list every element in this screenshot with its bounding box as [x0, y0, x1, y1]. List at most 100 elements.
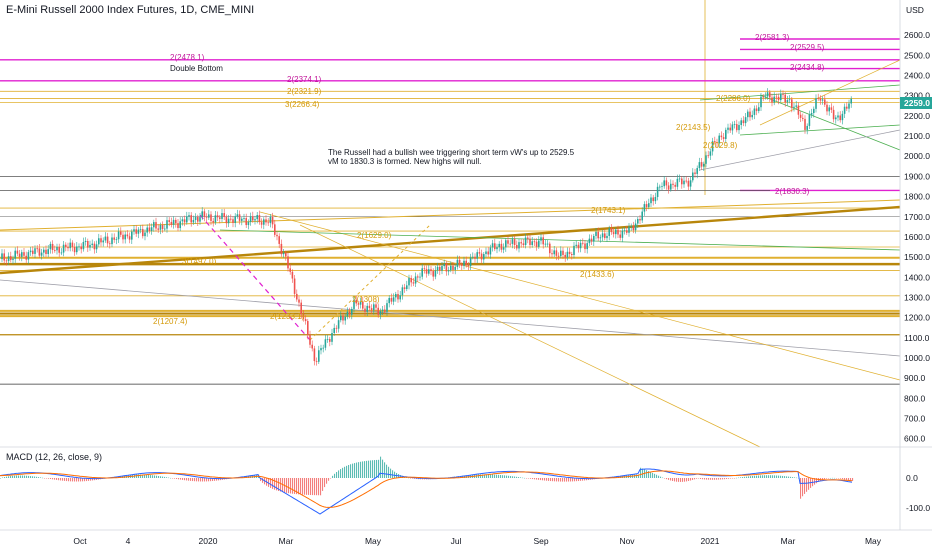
- macd-bar: [368, 460, 370, 478]
- macd-bar: [636, 474, 638, 478]
- candle-body: [238, 214, 241, 221]
- macd-bar: [832, 477, 834, 479]
- candle-body: [139, 229, 142, 230]
- macd-bar: [720, 478, 722, 480]
- candle-body: [568, 251, 571, 255]
- candle-body: [353, 299, 355, 309]
- candle-body: [727, 127, 729, 130]
- candle-body: [674, 184, 676, 187]
- macd-bar: [638, 474, 640, 478]
- macd-bar: [356, 462, 358, 478]
- candle-body: [344, 316, 346, 321]
- time-axis[interactable]: Oct 4 2020 Mar May Jul Sep Nov 2021 Mar May: [73, 536, 881, 546]
- macd-bar: [334, 473, 336, 478]
- macd-bar: [680, 478, 682, 482]
- macd-bar: [60, 478, 62, 481]
- candle-body: [837, 115, 839, 118]
- macd-bar: [800, 478, 802, 499]
- macd-pane[interactable]: MACD (12, 26, close, 9) 0.0 -100.0: [0, 452, 930, 515]
- candle-body: [634, 223, 637, 231]
- candle-body: [762, 96, 764, 98]
- level-label-2029: 2(2029.8): [703, 141, 738, 150]
- macd-bar: [24, 475, 26, 478]
- candle-body: [135, 229, 137, 234]
- macd-bar: [764, 475, 766, 478]
- macd-bar: [320, 478, 322, 496]
- candle-body: [331, 332, 333, 342]
- candle-body: [731, 124, 734, 131]
- time-label: May: [365, 536, 382, 546]
- macd-bar: [30, 476, 32, 478]
- candle-body: [529, 238, 531, 245]
- candle-body: [205, 216, 208, 218]
- candle-body: [500, 243, 503, 250]
- macd-bar: [850, 478, 852, 481]
- candle-body: [593, 235, 595, 242]
- macd-bar: [492, 474, 494, 478]
- macd-bar: [386, 464, 388, 478]
- macd-bar: [826, 478, 828, 479]
- candle-body: [69, 242, 71, 249]
- macd-bar: [708, 478, 710, 480]
- macd-bar: [408, 477, 410, 479]
- macd-bar: [2, 477, 4, 478]
- candle-body: [555, 250, 558, 256]
- macd-bar: [786, 476, 788, 478]
- candle-body: [826, 104, 828, 112]
- macd-bar: [70, 478, 72, 482]
- candle-body: [109, 243, 111, 245]
- candle-body: [463, 260, 465, 266]
- macd-bar: [280, 478, 282, 492]
- macd-bar: [530, 478, 532, 479]
- candle-body: [322, 347, 324, 349]
- macd-bar: [792, 477, 794, 478]
- candle-body: [131, 231, 133, 240]
- macd-bar: [558, 478, 560, 482]
- candle-body: [362, 301, 364, 309]
- macd-bar: [658, 475, 660, 478]
- candle-body: [265, 219, 267, 223]
- macd-bar: [698, 478, 700, 479]
- macd-line: [0, 468, 853, 515]
- candle-body: [835, 117, 837, 120]
- macd-bar: [586, 478, 588, 481]
- macd-bar: [572, 478, 574, 482]
- price-axis[interactable]: 2600.0 2500.0 2400.0 2300.0 2200.0 2100.0 2000…: [899, 0, 932, 530]
- macd-bar: [268, 478, 270, 487]
- macd-bar: [830, 477, 832, 479]
- candle-body: [227, 218, 230, 224]
- candle-body: [808, 114, 811, 126]
- macd-bar: [732, 478, 734, 479]
- candle-body: [417, 276, 419, 278]
- macd-bar: [36, 476, 38, 478]
- candle-body: [725, 129, 727, 139]
- macd-bar: [774, 475, 776, 478]
- macd-bar: [206, 478, 208, 482]
- macd-bar: [674, 478, 676, 482]
- macd-bar: [384, 462, 386, 478]
- candle-body: [681, 178, 683, 185]
- macd-bar: [714, 478, 716, 480]
- green-trendline: [739, 124, 901, 136]
- macd-bar: [542, 478, 544, 481]
- candle-body: [821, 99, 824, 101]
- macd-bar: [584, 478, 586, 481]
- macd-bar: [522, 477, 524, 479]
- macd-bar: [808, 478, 810, 490]
- macd-bar: [504, 475, 506, 478]
- macd-bar: [502, 475, 504, 478]
- macd-bar: [508, 475, 510, 478]
- candle-body: [373, 304, 375, 311]
- signal-line: [0, 470, 853, 508]
- candle-body: [12, 258, 14, 260]
- macd-bar: [58, 478, 60, 481]
- price-tick: 1000.0: [904, 353, 930, 363]
- symbol-title[interactable]: E-Mini Russell 2000 Index Futures, 1D, C…: [6, 4, 254, 16]
- macd-bar: [184, 478, 186, 481]
- candle-body: [802, 117, 804, 119]
- time-label: Sep: [533, 536, 548, 546]
- macd-bar: [4, 477, 6, 478]
- candle-body: [5, 260, 8, 262]
- macd-bar: [678, 478, 680, 482]
- price-pane[interactable]: 2(2478.1) Double Bottom 2(2581.3) 2(2529…: [0, 0, 901, 448]
